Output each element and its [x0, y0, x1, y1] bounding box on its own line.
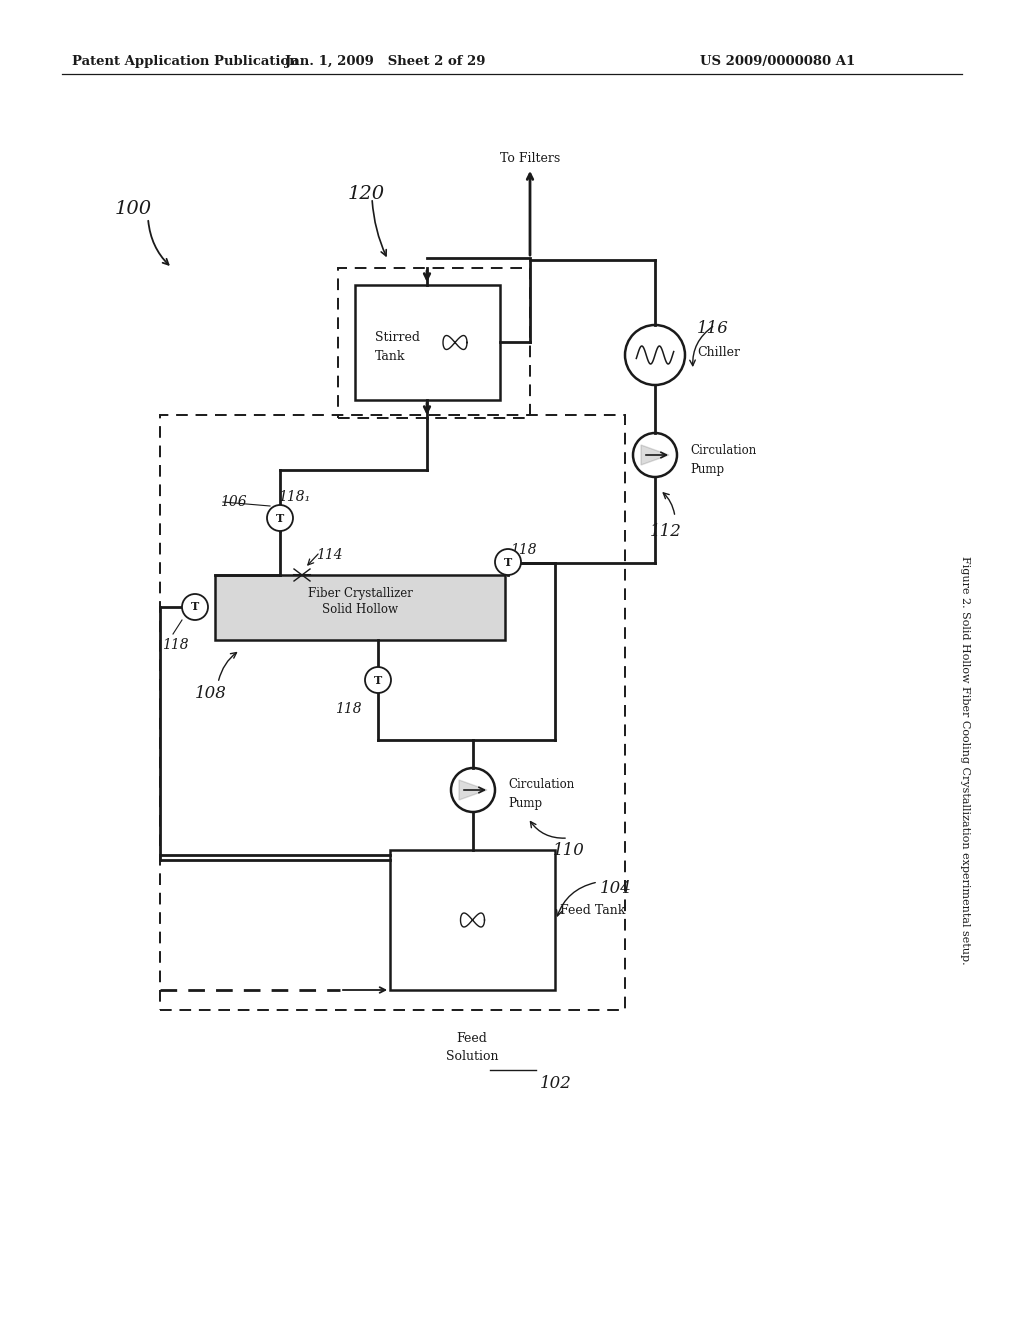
- Text: 100: 100: [115, 201, 153, 218]
- Text: Pump: Pump: [690, 462, 724, 475]
- Circle shape: [267, 506, 293, 531]
- Text: 104: 104: [600, 880, 632, 898]
- Text: Feed: Feed: [457, 1032, 487, 1045]
- Text: Jan. 1, 2009   Sheet 2 of 29: Jan. 1, 2009 Sheet 2 of 29: [285, 55, 485, 69]
- Circle shape: [633, 433, 677, 477]
- Text: Circulation: Circulation: [690, 444, 757, 457]
- Text: T: T: [275, 512, 284, 524]
- Text: Circulation: Circulation: [508, 779, 574, 792]
- Bar: [338, 268, 530, 418]
- Polygon shape: [641, 445, 669, 465]
- Bar: [215, 576, 505, 640]
- Text: 110: 110: [553, 842, 585, 859]
- Text: 118₁: 118₁: [278, 490, 310, 504]
- Text: Chiller: Chiller: [697, 346, 740, 359]
- Text: T: T: [504, 557, 512, 568]
- Text: To Filters: To Filters: [500, 152, 560, 165]
- Circle shape: [451, 768, 495, 812]
- Circle shape: [495, 549, 521, 576]
- Text: Solid Hollow: Solid Hollow: [322, 603, 398, 616]
- Text: 112: 112: [650, 523, 682, 540]
- Bar: [160, 414, 625, 1010]
- Text: Feed Tank: Feed Tank: [560, 903, 626, 916]
- Text: 118: 118: [510, 543, 537, 557]
- Bar: [355, 285, 500, 400]
- Text: Solution: Solution: [445, 1049, 499, 1063]
- Bar: [390, 850, 555, 990]
- Text: Fiber Crystallizer: Fiber Crystallizer: [307, 587, 413, 601]
- Circle shape: [625, 325, 685, 385]
- Text: US 2009/0000080 A1: US 2009/0000080 A1: [700, 55, 855, 69]
- Text: 106: 106: [220, 495, 247, 510]
- Text: 114: 114: [316, 548, 343, 562]
- Text: 120: 120: [348, 185, 385, 203]
- Text: 102: 102: [540, 1074, 571, 1092]
- Text: 116: 116: [697, 319, 729, 337]
- Text: Tank: Tank: [375, 350, 406, 363]
- Text: 118: 118: [162, 638, 188, 652]
- Text: Figure 2. Solid Hollow Fiber Cooling Crystallization experimental setup.: Figure 2. Solid Hollow Fiber Cooling Cry…: [961, 556, 970, 965]
- Circle shape: [182, 594, 208, 620]
- Text: 108: 108: [195, 685, 227, 702]
- Polygon shape: [459, 780, 487, 800]
- Text: Stirred: Stirred: [375, 331, 420, 345]
- Text: Patent Application Publication: Patent Application Publication: [72, 55, 299, 69]
- Text: 118: 118: [335, 702, 361, 715]
- Text: Pump: Pump: [508, 797, 542, 810]
- Text: T: T: [190, 602, 199, 612]
- Text: T: T: [374, 675, 382, 685]
- Circle shape: [365, 667, 391, 693]
